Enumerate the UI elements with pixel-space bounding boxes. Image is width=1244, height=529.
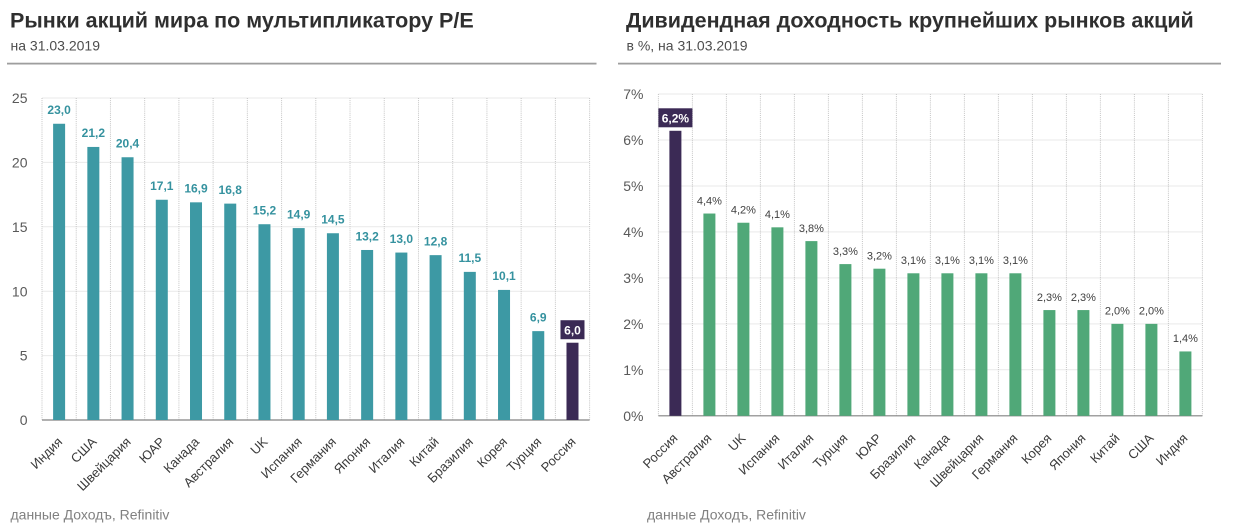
svg-text:2%: 2% bbox=[623, 316, 643, 332]
svg-text:3,3%: 3,3% bbox=[833, 246, 858, 258]
svg-text:2,3%: 2,3% bbox=[1071, 292, 1096, 304]
svg-text:0: 0 bbox=[20, 412, 28, 428]
svg-text:6,0: 6,0 bbox=[564, 324, 581, 338]
svg-text:0%: 0% bbox=[623, 408, 643, 424]
svg-text:14,5: 14,5 bbox=[321, 213, 345, 227]
svg-text:21,2: 21,2 bbox=[82, 126, 106, 140]
svg-text:14,9: 14,9 bbox=[287, 207, 311, 221]
svg-text:4,1%: 4,1% bbox=[765, 209, 790, 221]
svg-text:4,4%: 4,4% bbox=[697, 195, 722, 207]
svg-text:20: 20 bbox=[12, 155, 28, 171]
svg-text:23,0: 23,0 bbox=[47, 103, 71, 117]
svg-text:2,0%: 2,0% bbox=[1139, 306, 1164, 318]
svg-text:6,9: 6,9 bbox=[530, 310, 547, 324]
svg-text:15: 15 bbox=[12, 219, 28, 235]
svg-text:в %, на 31.03.2019: в %, на 31.03.2019 bbox=[627, 37, 748, 53]
svg-text:3,1%: 3,1% bbox=[935, 255, 960, 267]
svg-text:4%: 4% bbox=[623, 224, 643, 240]
svg-text:3%: 3% bbox=[623, 270, 643, 286]
svg-text:3,2%: 3,2% bbox=[867, 251, 892, 263]
svg-text:16,8: 16,8 bbox=[219, 183, 243, 197]
svg-text:Дивидендная доходность крупней: Дивидендная доходность крупнейших рынков… bbox=[626, 9, 1194, 33]
svg-text:3,1%: 3,1% bbox=[969, 255, 994, 267]
svg-text:5: 5 bbox=[20, 348, 28, 364]
svg-text:10: 10 bbox=[12, 283, 28, 299]
svg-text:6%: 6% bbox=[623, 132, 643, 148]
svg-text:25: 25 bbox=[12, 90, 28, 106]
svg-text:5%: 5% bbox=[623, 178, 643, 194]
svg-text:17,1: 17,1 bbox=[150, 179, 174, 193]
svg-text:2,3%: 2,3% bbox=[1037, 292, 1062, 304]
svg-text:15,2: 15,2 bbox=[253, 204, 277, 218]
svg-text:данные Доходъ, Refinitiv: данные Доходъ, Refinitiv bbox=[11, 507, 170, 523]
svg-text:2,0%: 2,0% bbox=[1105, 306, 1130, 318]
svg-text:13,0: 13,0 bbox=[390, 232, 414, 246]
svg-text:10,1: 10,1 bbox=[492, 269, 516, 283]
svg-text:1,4%: 1,4% bbox=[1173, 333, 1198, 345]
svg-text:6,2%: 6,2% bbox=[662, 112, 690, 126]
svg-text:Рынки акций мира по мультиплик: Рынки акций мира по мультипликатору P/E bbox=[10, 9, 474, 33]
svg-text:данные Доходъ, Refinitiv: данные Доходъ, Refinitiv bbox=[647, 507, 806, 523]
svg-text:1%: 1% bbox=[623, 362, 643, 378]
svg-text:20,4: 20,4 bbox=[116, 137, 140, 151]
svg-text:3,1%: 3,1% bbox=[1003, 255, 1028, 267]
svg-text:4,2%: 4,2% bbox=[731, 205, 756, 217]
svg-text:11,5: 11,5 bbox=[458, 251, 481, 265]
svg-text:12,8: 12,8 bbox=[424, 234, 448, 248]
svg-text:3,1%: 3,1% bbox=[901, 255, 926, 267]
svg-text:3,8%: 3,8% bbox=[799, 223, 824, 235]
svg-text:7%: 7% bbox=[623, 86, 643, 102]
svg-text:16,9: 16,9 bbox=[184, 182, 208, 196]
svg-text:13,2: 13,2 bbox=[355, 229, 379, 243]
svg-text:на 31.03.2019: на 31.03.2019 bbox=[11, 37, 101, 53]
